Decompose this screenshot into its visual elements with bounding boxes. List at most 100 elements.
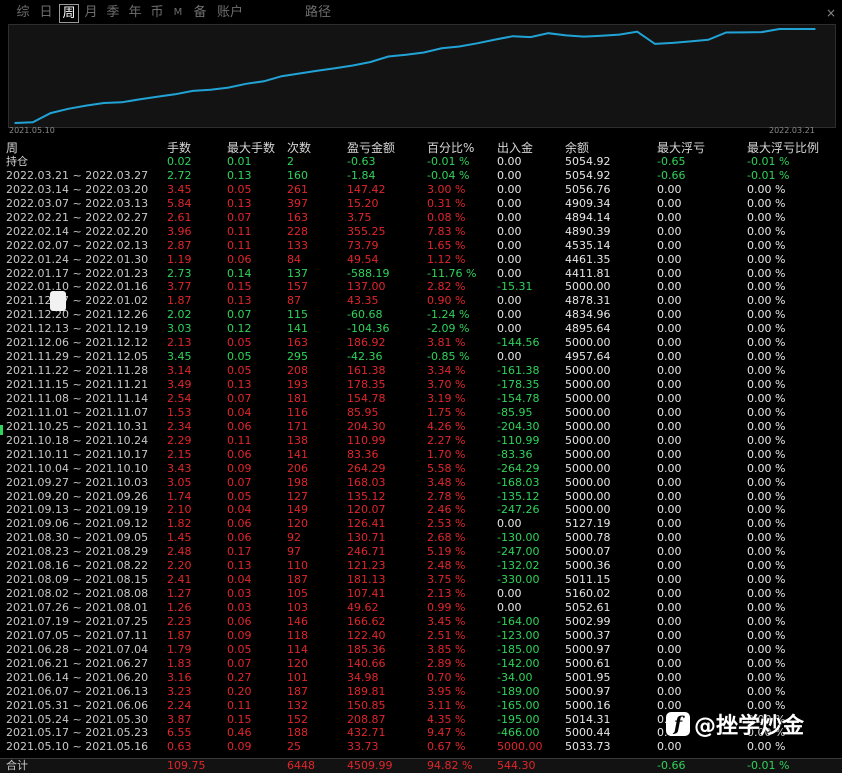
table-row[interactable]: 2021.06.28 ~ 2021.07.04 1.79 0.05 114 185.36… (0, 643, 842, 657)
cell-lots: 3.05 (167, 475, 192, 489)
table-row[interactable]: 2021.11.08 ~ 2021.11.14 2.54 0.07 181 154.78… (0, 392, 842, 406)
col-lots[interactable]: 手数 (167, 141, 192, 155)
cell-max-drawdown: 0.00 (657, 350, 682, 364)
cell-lots: 0.63 (167, 740, 192, 754)
cell-trades: 137 (287, 266, 308, 280)
col-pnl[interactable]: 盈亏金额 (347, 141, 396, 155)
cell-max-drawdown: 0.00 (657, 405, 682, 419)
cell-max-drawdown-pct: 0.00 % (747, 712, 786, 726)
table-row[interactable]: 2021.06.14 ~ 2021.06.20 3.16 0.27 101 34.98 0… (0, 671, 842, 685)
table-row[interactable]: 2021.11.01 ~ 2021.11.07 1.53 0.04 116 85.95 1… (0, 406, 842, 420)
cell-pnl: 73.79 (347, 238, 379, 252)
tab-notes[interactable]: 备 (193, 5, 207, 20)
cell-deposit-withdraw: -15.31 (497, 280, 533, 294)
table-row[interactable]: 2021.11.15 ~ 2021.11.21 3.49 0.13 193 178.35… (0, 378, 842, 392)
tab-account[interactable]: 账户 (216, 5, 243, 20)
table-row[interactable]: 2022.03.14 ~ 2022.03.20 3.45 0.05 261 147.42… (0, 183, 842, 197)
totals-label: 合计 (6, 759, 28, 772)
table-row[interactable]: 2021.09.27 ~ 2021.10.03 3.05 0.07 198 168.03… (0, 476, 842, 490)
tab-currency[interactable]: 币 (150, 5, 164, 20)
cell-trades: 132 (287, 698, 308, 712)
col-balance[interactable]: 余额 (565, 141, 590, 155)
tab-day[interactable]: 日 (39, 5, 53, 20)
table-row[interactable]: 2021.09.13 ~ 2021.09.19 2.10 0.04 149 120.07… (0, 503, 842, 517)
cell-week: 2021.08.30 ~ 2021.09.05 (6, 531, 149, 545)
table-row[interactable]: 2022.02.21 ~ 2022.02.27 2.61 0.07 163 3.75 0.… (0, 211, 842, 225)
equity-point (120, 101, 123, 104)
table-row[interactable]: 2021.11.29 ~ 2021.12.05 3.45 0.05 295 -42.36… (0, 350, 842, 364)
col-deposit-withdraw[interactable]: 出入金 (497, 141, 534, 155)
table-row[interactable]: 2021.10.11 ~ 2021.10.17 2.15 0.06 141 83.36 1… (0, 448, 842, 462)
equity-point (814, 28, 816, 30)
cell-max-lots: 0.04 (227, 405, 252, 419)
table-row[interactable]: 2021.07.05 ~ 2021.07.11 1.87 0.09 118 122.40… (0, 629, 842, 643)
table-row[interactable]: 2021.07.26 ~ 2021.08.01 1.26 0.03 103 49.62 0… (0, 601, 842, 615)
table-row[interactable]: 2022.03.21 ~ 2022.03.27 2.72 0.13 160 -1.84 -… (0, 169, 842, 183)
cell-balance: 5000.37 (565, 628, 611, 642)
cell-max-lots: 0.07 (227, 308, 252, 322)
cell-percent: 2.46 % (427, 503, 466, 517)
cell-max-drawdown-pct: 0.00 % (747, 364, 786, 378)
table-row[interactable]: 2021.06.21 ~ 2021.06.27 1.83 0.07 120 140.66… (0, 657, 842, 671)
table-row[interactable]: 2021.08.30 ~ 2021.09.05 1.45 0.06 92 130.71 2… (0, 531, 842, 545)
open-positions-row[interactable]: 持仓 0.02 0.01 2 -0.63 -0.01 % 0.00 5054.92 -0.65 -… (0, 155, 842, 169)
table-row[interactable]: 2021.08.16 ~ 2021.08.22 2.20 0.13 110 121.23… (0, 559, 842, 573)
table-row[interactable]: 2021.12.20 ~ 2021.12.26 2.02 0.07 115 -60.68… (0, 308, 842, 322)
tab-quarter[interactable]: 季 (106, 5, 120, 20)
equity-point (529, 36, 532, 38)
table-row[interactable]: 2021.10.25 ~ 2021.10.31 2.34 0.06 171 204.30… (0, 420, 842, 434)
cell-max-drawdown-pct: 0.00 % (747, 391, 786, 405)
cell-lots: 3.96 (167, 224, 192, 238)
cell-max-lots: 0.06 (227, 517, 252, 531)
table-row[interactable]: 2021.11.22 ~ 2021.11.28 3.14 0.05 208 161.38… (0, 364, 842, 378)
tab-overview[interactable]: 综 (16, 5, 30, 20)
close-icon[interactable]: × (825, 6, 836, 20)
table-row[interactable]: 2022.02.14 ~ 2022.02.20 3.96 0.11 228 355.25… (0, 225, 842, 239)
table-row[interactable]: 2021.09.20 ~ 2021.09.26 1.74 0.05 127 135.12… (0, 490, 842, 504)
table-row[interactable]: 2021.07.19 ~ 2021.07.25 2.23 0.06 146 166.62… (0, 615, 842, 629)
table-row[interactable]: 2021.09.06 ~ 2021.09.12 1.82 0.06 120 126.41… (0, 517, 842, 531)
table-row[interactable]: 2021.08.23 ~ 2021.08.29 2.48 0.17 97 246.71 5… (0, 545, 842, 559)
table-row[interactable]: 2021.05.10 ~ 2021.05.16 0.63 0.09 25 33.73 0.… (0, 740, 842, 754)
table-row[interactable]: 2021.05.31 ~ 2021.06.06 2.24 0.11 132 150.85… (0, 699, 842, 713)
tab-m[interactable]: M (173, 7, 183, 18)
cell-deposit-withdraw: -135.12 (497, 489, 540, 503)
table-row[interactable]: 2022.03.07 ~ 2022.03.13 5.84 0.13 397 15.20 0… (0, 197, 842, 211)
cell-max-lots: 0.07 (227, 656, 252, 670)
cell-trades: 120 (287, 517, 308, 531)
col-trades[interactable]: 次数 (287, 141, 312, 155)
cell-balance: 4894.14 (565, 210, 611, 224)
table-row[interactable]: 2021.10.18 ~ 2021.10.24 2.29 0.11 138 110.99… (0, 434, 842, 448)
col-week[interactable]: 周 (6, 141, 19, 155)
cell-max-drawdown-pct: 0.00 % (747, 656, 786, 670)
table-row[interactable]: 2021.08.02 ~ 2021.08.08 1.27 0.03 105 107.41… (0, 587, 842, 601)
table-row[interactable]: 2022.01.10 ~ 2022.01.16 3.77 0.15 157 137.00… (0, 280, 842, 294)
table-row[interactable]: 2022.02.07 ~ 2022.02.13 2.87 0.11 133 73.79 1… (0, 239, 842, 253)
table-row[interactable]: 2022.01.17 ~ 2022.01.23 2.73 0.14 137 -588.1… (0, 267, 842, 281)
cell-deposit-withdraw: -34.00 (497, 670, 533, 684)
table-row[interactable]: 2021.06.07 ~ 2021.06.13 3.23 0.20 187 189.81… (0, 685, 842, 699)
tab-week[interactable]: 周 (59, 4, 79, 23)
table-row[interactable]: 2021.08.09 ~ 2021.08.15 2.41 0.04 187 181.13… (0, 573, 842, 587)
tab-path[interactable]: 路径 (304, 5, 331, 20)
totals-max-drawdown-pct: -0.01 % (747, 759, 790, 772)
cell-max-lots: 0.05 (227, 642, 252, 656)
table-row[interactable]: 2021.10.04 ~ 2021.10.10 3.43 0.09 206 264.29… (0, 462, 842, 476)
table-row[interactable]: 2022.01.24 ~ 2022.01.30 1.19 0.06 84 49.54 1.… (0, 253, 842, 267)
col-max-drawdown[interactable]: 最大浮亏 (657, 141, 706, 155)
tab-year[interactable]: 年 (128, 5, 142, 20)
col-percent[interactable]: 百分比% (427, 141, 475, 155)
cell-max-drawdown-pct: 0.00 % (747, 308, 786, 322)
equity-point (67, 108, 70, 110)
table-row[interactable]: 2021.12.06 ~ 2021.12.12 2.13 0.05 163 186.92… (0, 336, 842, 350)
cell-lots: 3.16 (167, 670, 192, 684)
col-max-drawdown-pct[interactable]: 最大浮亏比例 (747, 141, 820, 155)
tab-month[interactable]: 月 (84, 5, 98, 20)
col-max-lots[interactable]: 最大手数 (227, 141, 276, 155)
table-row[interactable]: 2021.12.13 ~ 2021.12.19 3.03 0.12 141 -104.3… (0, 322, 842, 336)
cell-week: 2021.09.06 ~ 2021.09.12 (6, 517, 149, 531)
cell-max-drawdown: 0.00 (657, 391, 682, 405)
cell-max-drawdown: 0.00 (657, 336, 682, 350)
table-row[interactable]: 2021.12.27 ~ 2022.01.02 1.87 0.13 87 43.35 0.… (0, 294, 842, 308)
cell-percent: 3.00 % (427, 182, 466, 196)
